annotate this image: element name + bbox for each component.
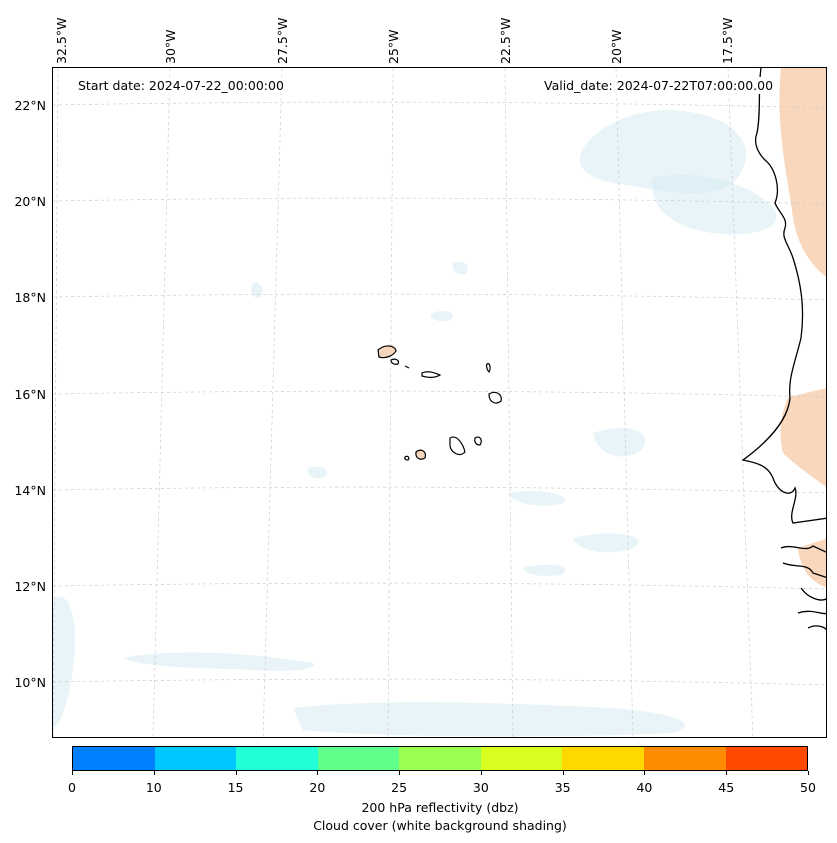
coastline xyxy=(741,68,826,631)
colorbar-segment xyxy=(562,747,644,770)
lat-label-22n: 22°N xyxy=(14,98,46,113)
cloud-patch-ne xyxy=(579,110,747,194)
land-shading xyxy=(779,68,826,588)
island-santa-luzia xyxy=(404,365,410,369)
coastline-africa xyxy=(741,68,826,524)
lon-label-27-5w: 27.5°W xyxy=(275,17,290,64)
cloud-patch-w xyxy=(53,596,75,728)
colorbar-tick xyxy=(317,771,319,775)
colorbar-tick xyxy=(153,771,155,775)
colorbar-tick-label: 45 xyxy=(718,780,735,795)
lat-label-14n: 14°N xyxy=(14,483,46,498)
colorbar-subtitle: Cloud cover (white background shading) xyxy=(313,818,567,833)
cloud-patch-e xyxy=(573,533,639,553)
lon-label-17-5w: 17.5°W xyxy=(720,17,735,64)
colorbar-segment xyxy=(725,747,808,770)
colorbar-tick-label: 0 xyxy=(68,780,76,795)
colorbar-tick-label: 25 xyxy=(391,780,408,795)
colorbar-tick xyxy=(644,771,646,775)
colorbar-tick xyxy=(562,771,564,775)
colorbar xyxy=(72,746,808,771)
coastline-africa-south xyxy=(780,545,826,631)
cloud-patch-ne2 xyxy=(652,174,777,235)
cloud-patch-mid3 xyxy=(307,466,328,479)
parallel-14n xyxy=(53,486,826,494)
island-maio xyxy=(474,436,482,446)
island-sao-vicente xyxy=(390,358,400,365)
meridian-30w xyxy=(152,68,171,737)
meridian-27-5w xyxy=(262,68,283,737)
valid-date-label: Valid_date: 2024-07-22T07:00:00.00 xyxy=(540,77,778,94)
lon-label-20w: 20°W xyxy=(609,29,624,64)
map-frame xyxy=(52,67,827,738)
lat-label-18n: 18°N xyxy=(14,290,46,305)
colorbar-segment xyxy=(154,747,237,770)
parallel-10n xyxy=(53,678,826,686)
lon-label-22-5w: 22.5°W xyxy=(498,17,513,64)
lat-label-16n: 16°N xyxy=(14,387,46,402)
meridian-32-5w xyxy=(53,68,59,737)
colorbar-tick xyxy=(480,771,482,775)
colorbar-tick-label: 35 xyxy=(554,780,571,795)
lat-label-10n: 10°N xyxy=(14,675,46,690)
land-shading-mid xyxy=(780,388,826,487)
colorbar-tick-label: 40 xyxy=(636,780,653,795)
colorbar-tick-label: 20 xyxy=(309,780,326,795)
colorbar-tick-label: 10 xyxy=(145,780,162,795)
graticule xyxy=(53,68,826,737)
cloud-patch-s xyxy=(293,702,685,737)
lon-label-25w: 25°W xyxy=(386,29,401,64)
cloud-patch-mid xyxy=(593,428,645,457)
lat-label-20n: 20°N xyxy=(14,194,46,209)
island-sao-nicolau xyxy=(421,371,442,378)
colorbar-tick xyxy=(808,771,809,775)
colorbar-segment xyxy=(480,747,563,770)
colorbar-title: 200 hPa reflectivity (dbz) xyxy=(361,800,519,815)
island-fogo xyxy=(415,449,426,460)
parallel-18n xyxy=(53,293,826,301)
island-boa-vista xyxy=(488,391,502,404)
island-santo-antao xyxy=(377,345,397,359)
colorbar-tick xyxy=(72,771,73,775)
parallel-12n xyxy=(53,582,826,590)
cloud-patch-s2 xyxy=(123,652,315,671)
cloud-patch-n3 xyxy=(430,310,453,322)
colorbar-segment xyxy=(73,747,155,770)
lon-label-32-5w: 32.5°W xyxy=(54,17,69,64)
meridian-25w xyxy=(387,68,394,737)
meridian-20w xyxy=(615,68,634,737)
cloud-patch-mid2 xyxy=(508,491,565,506)
colorbar-segment xyxy=(317,747,400,770)
cloud-cover xyxy=(53,110,777,737)
land-shading-north xyxy=(779,68,826,277)
colorbar-tick-label: 15 xyxy=(227,780,244,795)
colorbar-segment xyxy=(236,747,318,770)
map-canvas xyxy=(53,68,826,737)
cloud-patch-n xyxy=(452,261,468,275)
island-sal xyxy=(486,363,491,374)
parallel-16n xyxy=(53,390,826,398)
colorbar-segment xyxy=(399,747,481,770)
cape-verde-islands xyxy=(377,345,502,461)
start-date-label: Start date: 2024-07-22_00:00:00 xyxy=(74,77,288,94)
meridian-17-5w xyxy=(727,68,754,737)
island-brava xyxy=(404,455,410,461)
island-santiago xyxy=(449,436,466,456)
colorbar-segment xyxy=(643,747,726,770)
land-shading-south xyxy=(798,538,826,588)
colorbar-tick-label: 50 xyxy=(800,780,816,795)
cloud-patch-e2 xyxy=(523,564,565,576)
lat-label-12n: 12°N xyxy=(14,579,46,594)
colorbar-tick-label: 30 xyxy=(472,780,489,795)
lon-label-30w: 30°W xyxy=(163,29,178,64)
cloud-patch-n2 xyxy=(251,282,263,298)
colorbar-tick xyxy=(235,771,237,775)
colorbar-tick xyxy=(726,771,728,775)
meridian-22-5w xyxy=(504,68,514,737)
colorbar-tick xyxy=(399,771,401,775)
